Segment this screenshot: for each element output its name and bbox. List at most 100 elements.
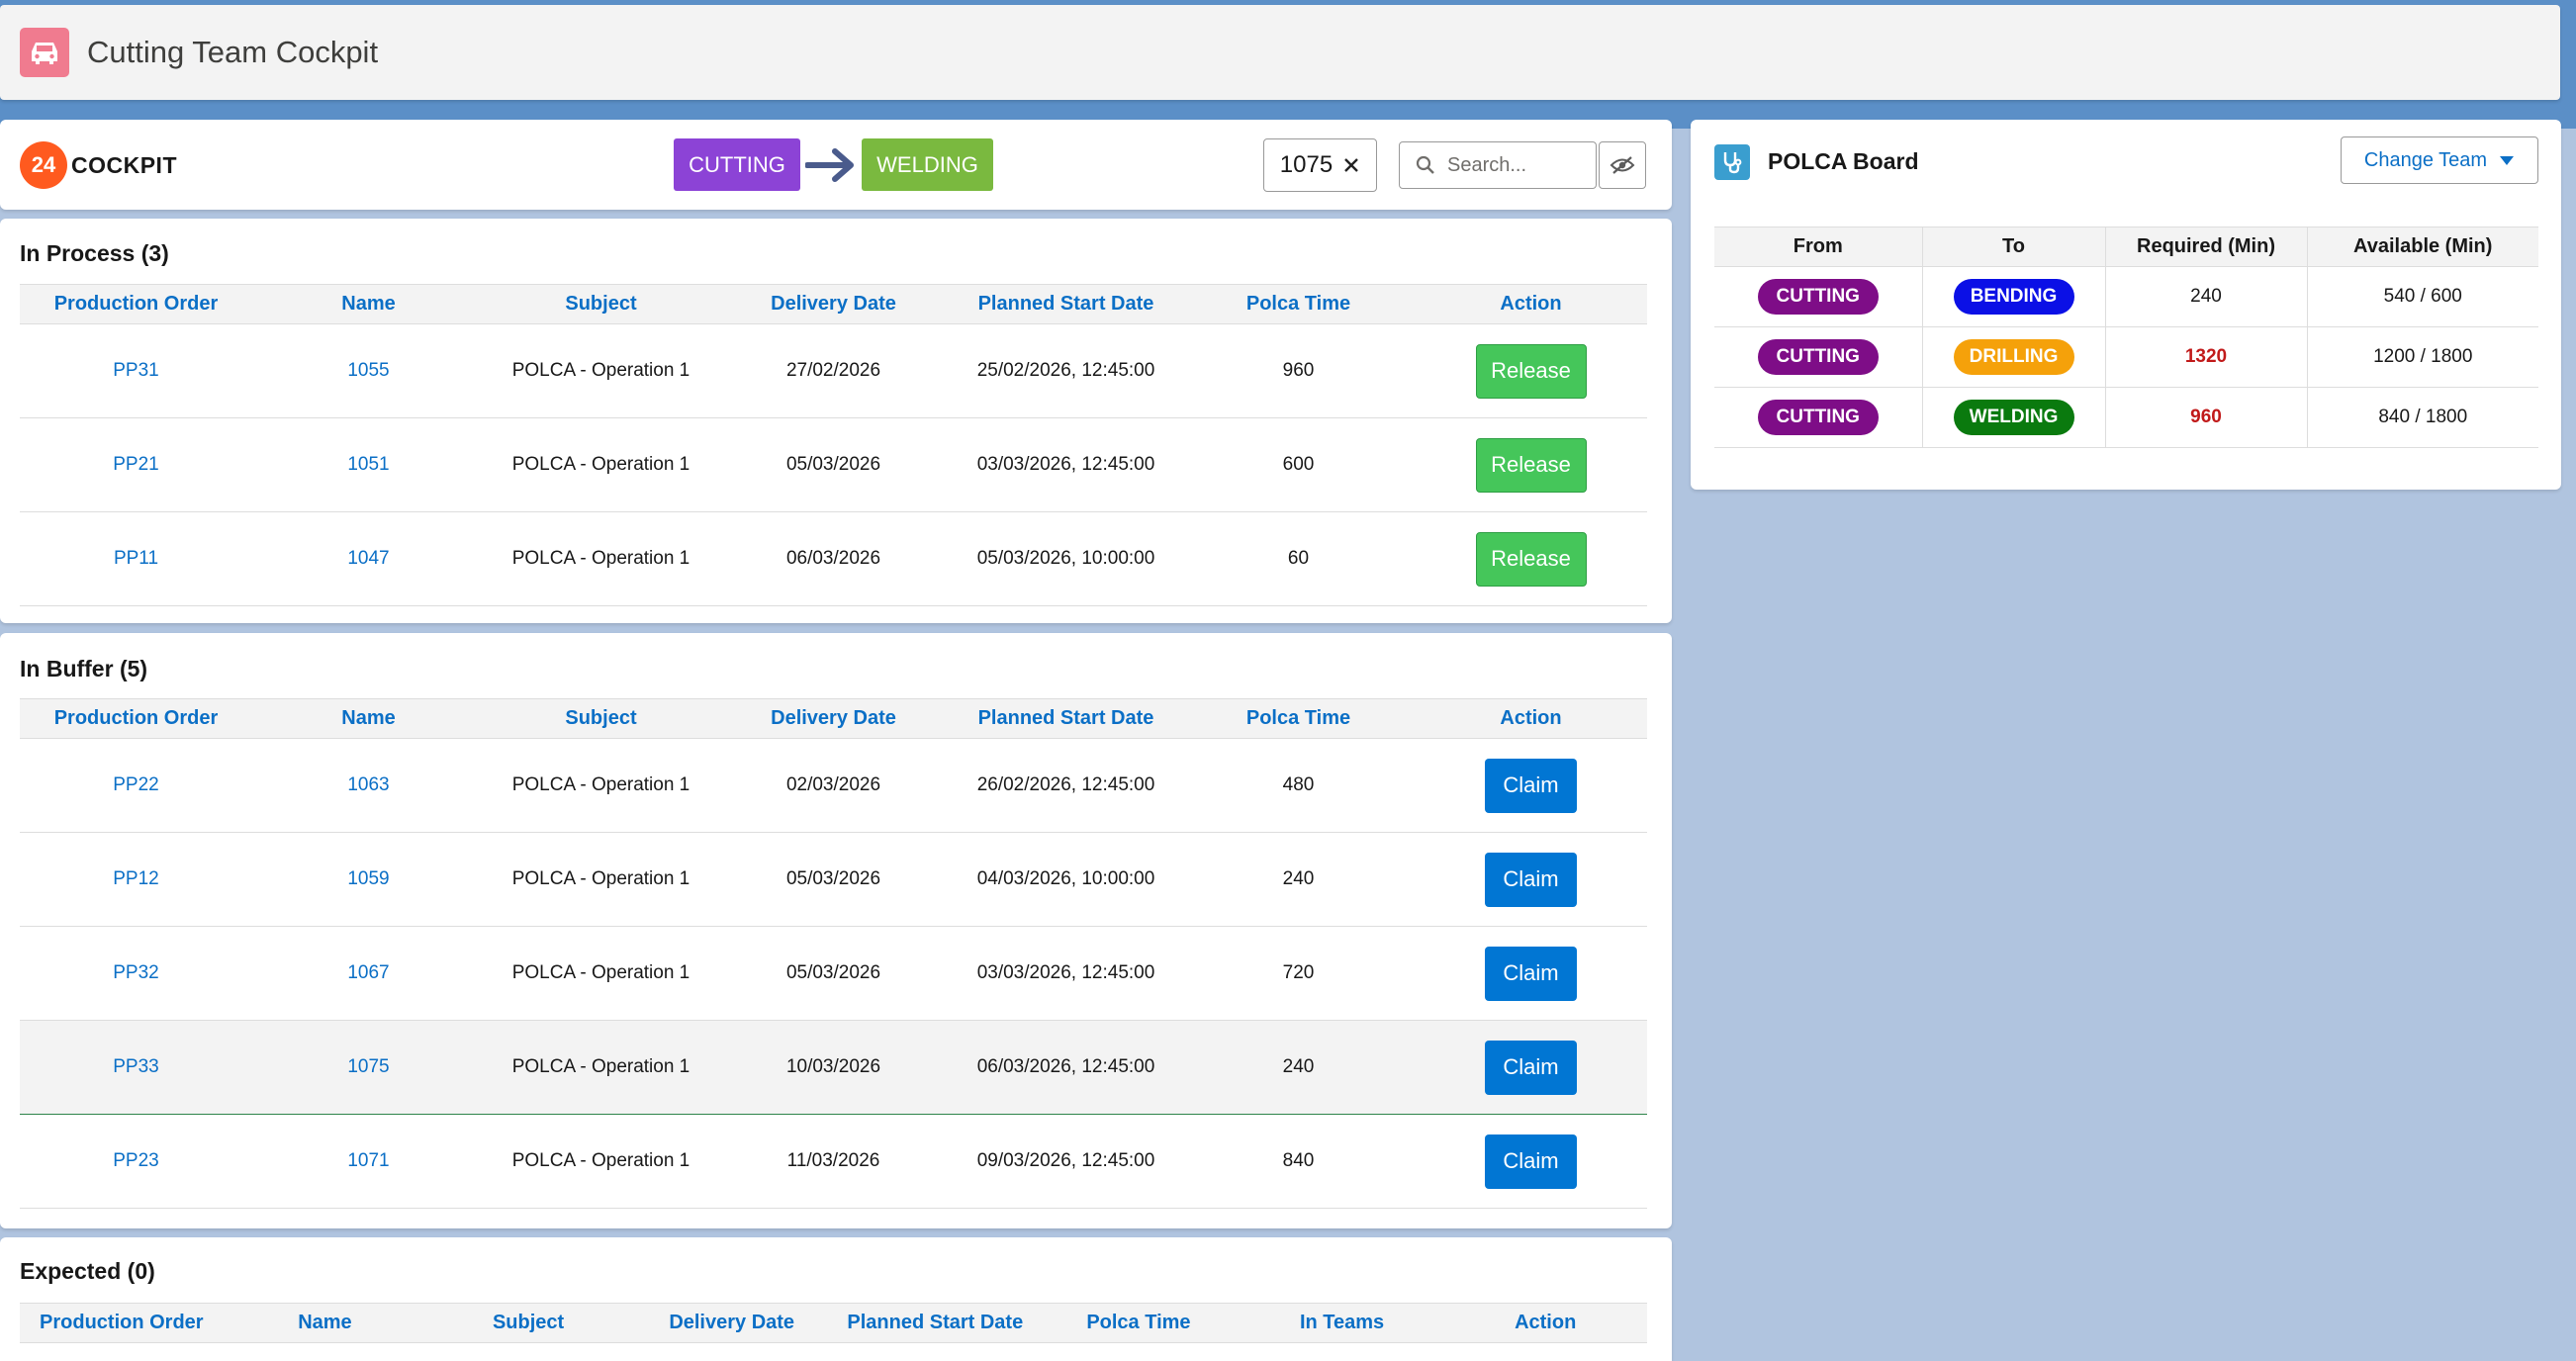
subject-cell: POLCA - Operation 1 <box>485 832 717 927</box>
production-order-link[interactable]: PP22 <box>20 738 252 833</box>
table-row: PP33 1075 POLCA - Operation 1 10/03/2026 06/… <box>20 1020 1647 1115</box>
subject-cell: POLCA - Operation 1 <box>485 738 717 833</box>
column-header: Polca Time <box>1182 698 1415 739</box>
subject-cell: POLCA - Operation 1 <box>485 417 717 512</box>
claim-button[interactable]: Claim <box>1485 852 1577 907</box>
claim-button[interactable]: Claim <box>1485 758 1577 813</box>
subject-cell: POLCA - Operation 1 <box>485 1114 717 1209</box>
column-header: Polca Time <box>1037 1303 1241 1343</box>
cockpit-logo: 24 COCKPIT <box>20 141 177 189</box>
chevron-down-icon <box>2500 156 2515 165</box>
column-header: Delivery Date <box>717 284 950 324</box>
column-header: Action <box>1415 284 1647 324</box>
action-cell: Release <box>1415 511 1647 606</box>
polca-row: CUTTING BENDING 240 540 / 600 <box>1714 266 2538 327</box>
column-header: Available (Min) <box>2306 227 2538 267</box>
table-row: PP22 1063 POLCA - Operation 1 02/03/2026 26/… <box>20 738 1647 833</box>
column-header: Production Order <box>20 1303 224 1343</box>
in-buffer-rows: PP22 1063 POLCA - Operation 1 02/03/2026 26/… <box>20 738 1647 1209</box>
action-cell: Claim <box>1415 926 1647 1021</box>
table-row: PP31 1055 POLCA - Operation 1 27/02/2026 25/… <box>20 323 1647 418</box>
to-cell: BENDING <box>1921 266 2106 327</box>
production-order-link[interactable]: PP12 <box>20 832 252 927</box>
name-link[interactable]: 1075 <box>252 1020 485 1115</box>
polca-time-cell: 600 <box>1182 417 1415 512</box>
arrow-right-icon <box>805 148 854 182</box>
stethoscope-icon <box>1714 144 1750 180</box>
name-link[interactable]: 1055 <box>252 323 485 418</box>
planned-start-cell: 03/03/2026, 12:45:00 <box>950 926 1182 1021</box>
car-icon <box>20 28 69 77</box>
expected-table: Production Order Name Subject Delivery Date… <box>20 1303 1647 1343</box>
polca-time-cell: 960 <box>1182 323 1415 418</box>
close-icon[interactable] <box>1342 156 1360 174</box>
name-link[interactable]: 1059 <box>252 832 485 927</box>
column-header: In Teams <box>1240 1303 1444 1343</box>
search-box[interactable] <box>1399 141 1597 189</box>
polca-board-title: POLCA Board <box>1768 148 1919 174</box>
to-team-pill: DRILLING <box>1953 339 2074 375</box>
logo-badge: 24 <box>20 141 67 189</box>
subject-cell: POLCA - Operation 1 <box>485 1020 717 1115</box>
table-row: PP11 1047 POLCA - Operation 1 06/03/2026 05/… <box>20 511 1647 606</box>
claim-button[interactable]: Claim <box>1485 946 1577 1001</box>
column-header: Required (Min) <box>2104 227 2308 267</box>
name-link[interactable]: 1067 <box>252 926 485 1021</box>
claim-button[interactable]: Claim <box>1485 1040 1577 1095</box>
column-header: Name <box>223 1303 427 1343</box>
name-link[interactable]: 1071 <box>252 1114 485 1209</box>
polca-board-card: POLCA Board Change Team From To Required (… <box>1691 120 2561 490</box>
column-header: Production Order <box>20 284 252 324</box>
column-header: Delivery Date <box>717 698 950 739</box>
action-cell: Claim <box>1415 738 1647 833</box>
from-team-pill: CUTTING <box>1757 279 1879 315</box>
column-header: Subject <box>485 284 717 324</box>
order-filter-chip[interactable]: 1075 <box>1263 138 1377 192</box>
polca-time-cell: 480 <box>1182 738 1415 833</box>
table-row: PP12 1059 POLCA - Operation 1 05/03/2026 04/… <box>20 832 1647 927</box>
column-header: Name <box>252 284 485 324</box>
search-icon <box>1416 155 1434 174</box>
release-button[interactable]: Release <box>1475 437 1587 493</box>
production-order-link[interactable]: PP33 <box>20 1020 252 1115</box>
column-header: Planned Start Date <box>950 698 1182 739</box>
logo-text: COCKPIT <box>71 151 177 178</box>
name-link[interactable]: 1051 <box>252 417 485 512</box>
production-order-link[interactable]: PP31 <box>20 323 252 418</box>
name-link[interactable]: 1047 <box>252 511 485 606</box>
claim-button[interactable]: Claim <box>1485 1134 1577 1189</box>
change-team-button[interactable]: Change Team <box>2341 136 2538 184</box>
required-cell: 240 <box>2104 266 2308 327</box>
polca-time-cell: 60 <box>1182 511 1415 606</box>
action-cell: Claim <box>1415 832 1647 927</box>
column-header: Production Order <box>20 698 252 739</box>
subject-cell: POLCA - Operation 1 <box>485 323 717 418</box>
polca-rows: CUTTING BENDING 240 540 / 600 CUTTING DRILLIN… <box>1714 266 2538 448</box>
column-header: Planned Start Date <box>950 284 1182 324</box>
delivery-date-cell: 05/03/2026 <box>717 832 950 927</box>
release-button[interactable]: Release <box>1475 343 1587 399</box>
production-order-link[interactable]: PP32 <box>20 926 252 1021</box>
column-header: To <box>1921 227 2106 267</box>
column-header: Planned Start Date <box>833 1303 1038 1343</box>
planned-start-cell: 05/03/2026, 10:00:00 <box>950 511 1182 606</box>
column-header: Action <box>1443 1303 1647 1343</box>
in-process-table: Production Order Name Subject Delivery Date… <box>20 284 1647 606</box>
available-cell: 1200 / 1800 <box>2306 326 2538 388</box>
column-header: From <box>1714 227 1923 267</box>
hide-toggle-button[interactable] <box>1599 141 1646 189</box>
column-header: Action <box>1415 698 1647 739</box>
polca-time-cell: 720 <box>1182 926 1415 1021</box>
available-cell: 540 / 600 <box>2306 266 2538 327</box>
delivery-date-cell: 10/03/2026 <box>717 1020 950 1115</box>
from-cell: CUTTING <box>1714 326 1923 388</box>
production-order-link[interactable]: PP23 <box>20 1114 252 1209</box>
table-header-row: Production Order Name Subject Delivery Date… <box>20 284 1647 324</box>
search-input[interactable] <box>1447 153 1586 177</box>
release-button[interactable]: Release <box>1475 531 1587 587</box>
planned-start-cell: 03/03/2026, 12:45:00 <box>950 417 1182 512</box>
delivery-date-cell: 02/03/2026 <box>717 738 950 833</box>
production-order-link[interactable]: PP21 <box>20 417 252 512</box>
production-order-link[interactable]: PP11 <box>20 511 252 606</box>
name-link[interactable]: 1063 <box>252 738 485 833</box>
